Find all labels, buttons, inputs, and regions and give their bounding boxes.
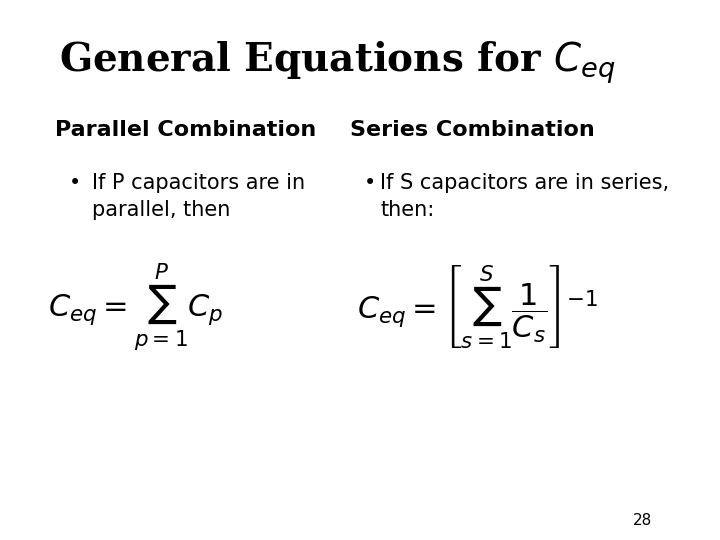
Text: Series Combination: Series Combination (350, 119, 595, 139)
Text: Parallel Combination: Parallel Combination (55, 119, 316, 139)
Text: •: • (364, 173, 376, 193)
Text: If P capacitors are in
parallel, then: If P capacitors are in parallel, then (92, 173, 305, 220)
Text: If S capacitors are in series,
then:: If S capacitors are in series, then: (380, 173, 670, 220)
Text: $C_{eq} = \sum_{p=1}^{P} C_p$: $C_{eq} = \sum_{p=1}^{P} C_p$ (48, 261, 223, 354)
Text: 28: 28 (633, 513, 652, 528)
Text: •: • (68, 173, 81, 193)
Text: General Equations for $C_{eq}$: General Equations for $C_{eq}$ (58, 39, 615, 86)
Text: $C_{eq} = \left[\sum_{s=1}^{S} \dfrac{1}{C_s}\right]^{-1}$: $C_{eq} = \left[\sum_{s=1}^{S} \dfrac{1}… (357, 264, 598, 352)
